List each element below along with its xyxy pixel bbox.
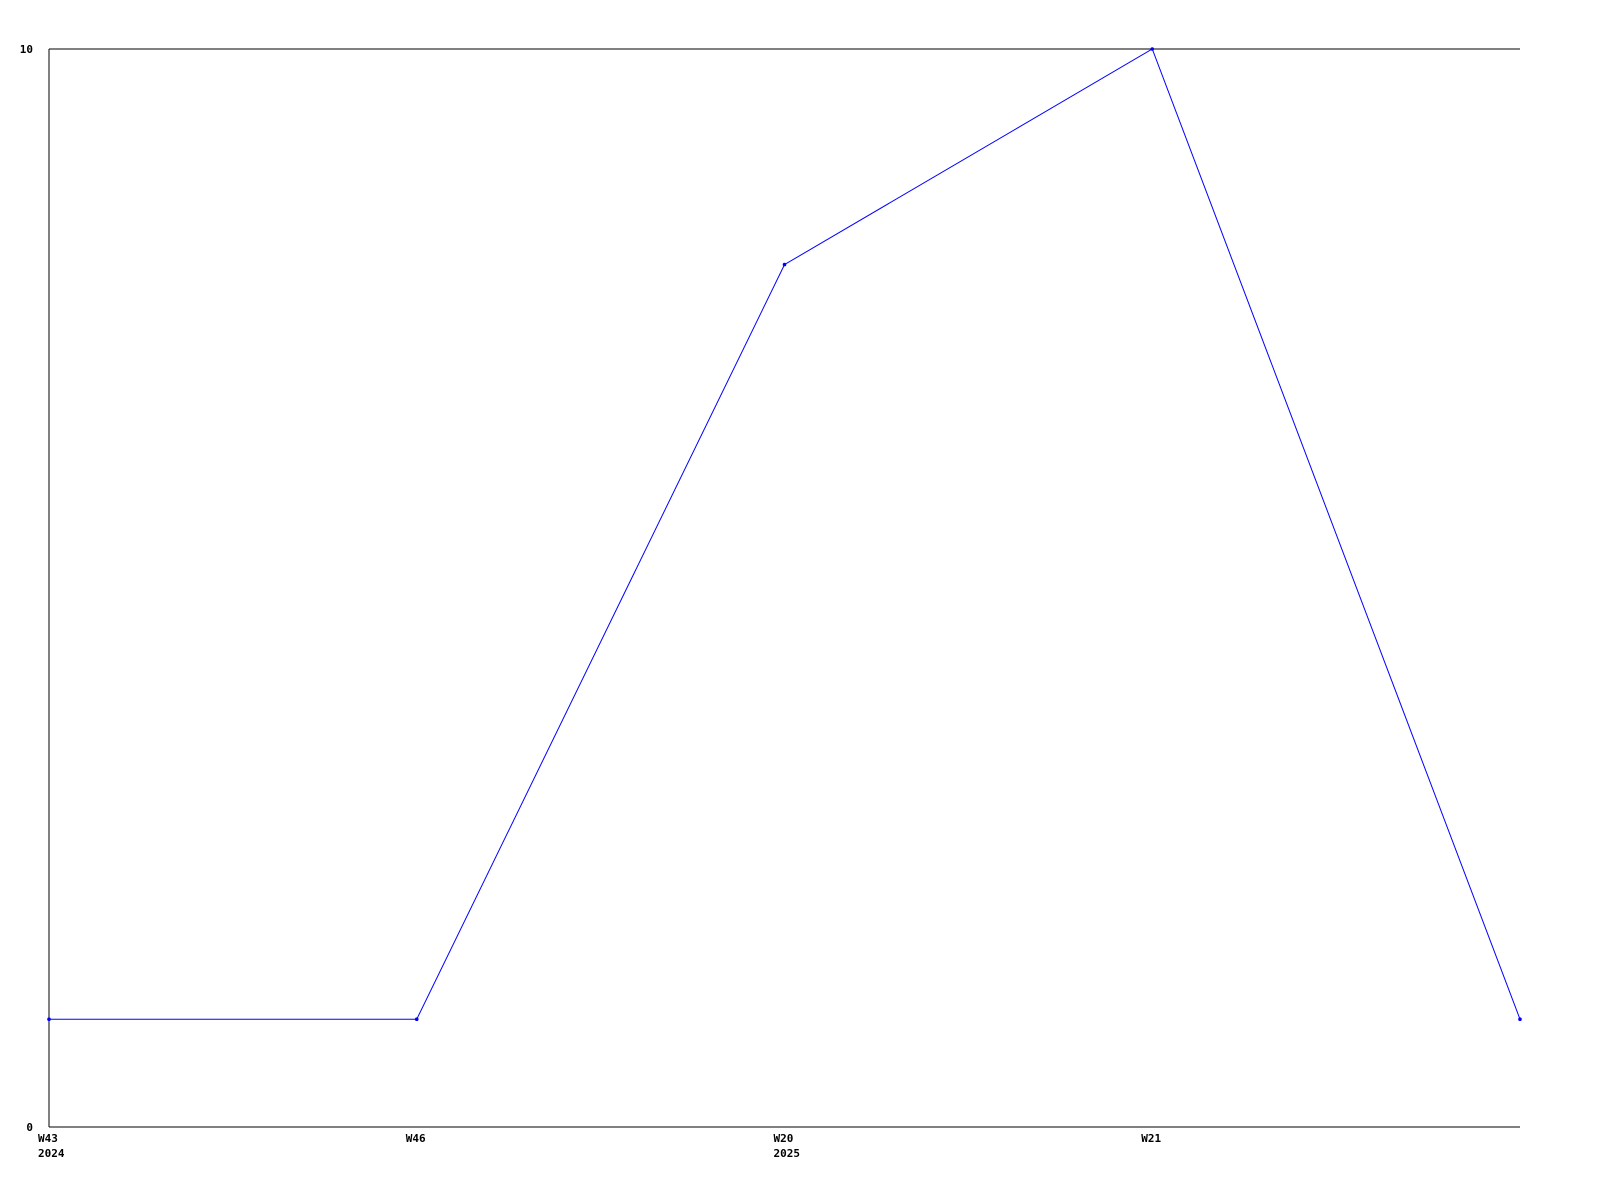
series-line [49,48,1521,1020]
x-tick-sublabel: 2024 [38,1147,65,1160]
x-tick-label: W20 [774,1132,794,1145]
tick-labels: 0 10 W43 2024 W46 W20 2025 W21 [20,43,1162,1160]
series-marks [47,47,1522,1021]
data-point [1518,1017,1522,1021]
x-tick-label: W43 [38,1132,58,1145]
axes [48,48,1520,1128]
x-tick-label: W46 [406,1132,426,1145]
data-point [47,1017,51,1021]
data-point [414,1017,419,1021]
y-tick-label: 10 [20,43,33,56]
x-tick-label: W21 [1141,1132,1161,1145]
y-tick-label: 0 [26,1121,33,1134]
data-point [782,262,787,267]
data-point [1150,47,1155,51]
x-tick-sublabel: 2025 [774,1147,801,1160]
